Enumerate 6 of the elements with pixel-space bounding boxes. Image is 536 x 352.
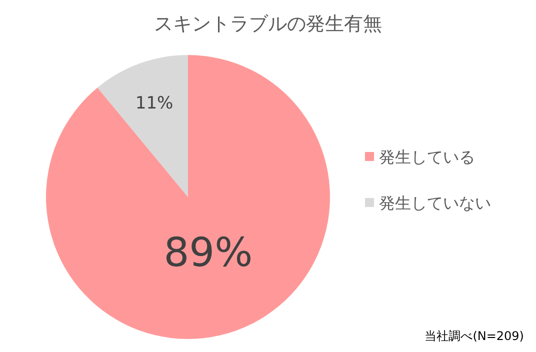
legend-label: 発生している (379, 148, 475, 166)
data-label: 89% (164, 230, 253, 276)
chart-title: スキントラブルの発生有無 (154, 13, 382, 35)
text: 当社調べ(N=209) (424, 329, 524, 343)
legend-label: 発生していない (379, 194, 491, 212)
data-label: 11% (135, 93, 174, 114)
